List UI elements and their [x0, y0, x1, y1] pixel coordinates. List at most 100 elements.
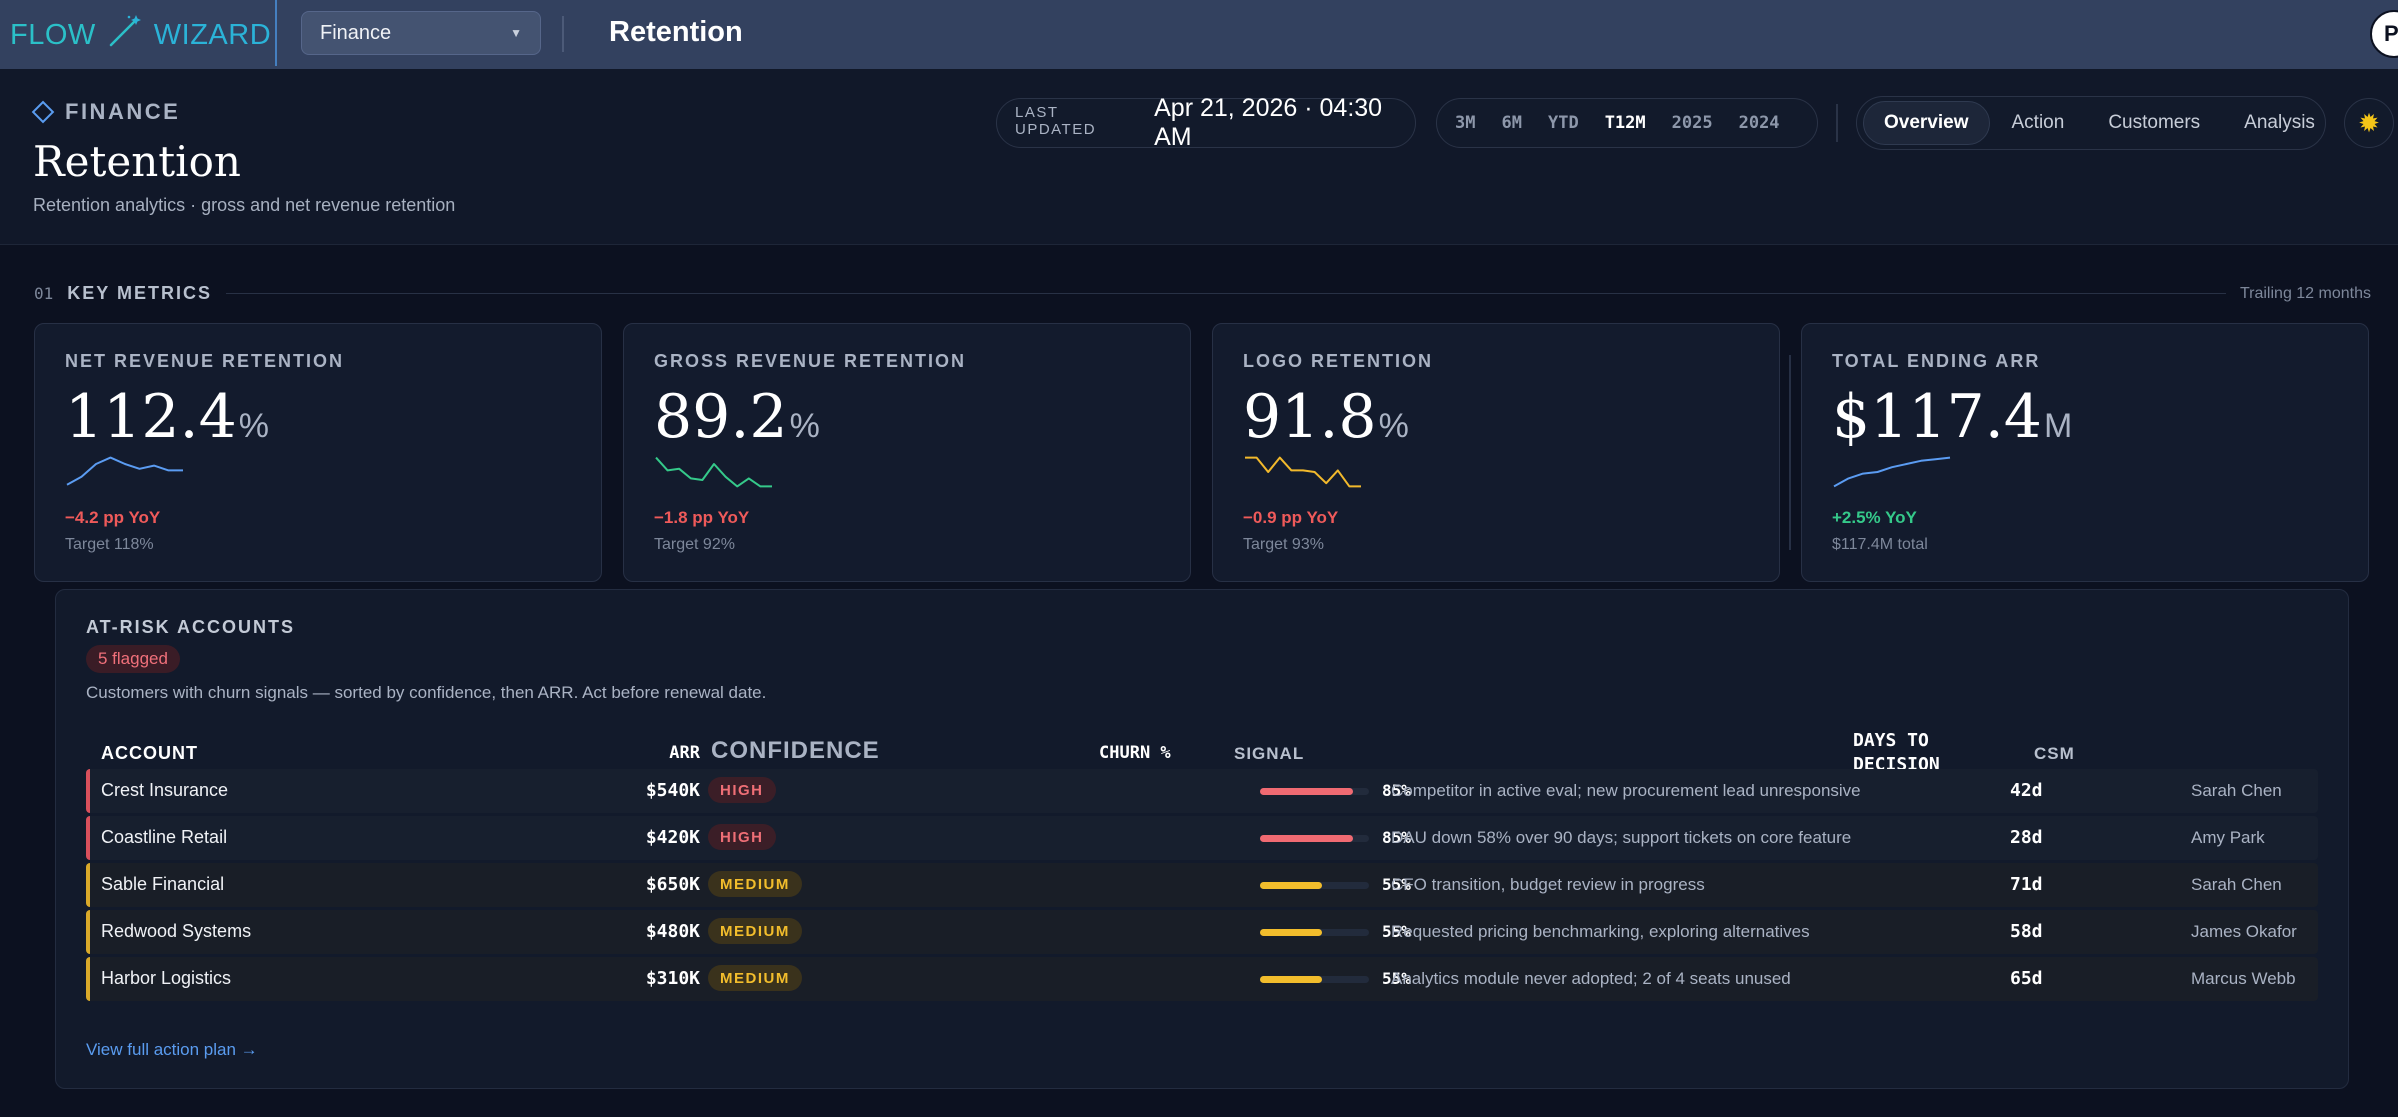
churn-bar-fill: [1260, 835, 1354, 842]
churn-percent: 55%: [1382, 922, 1411, 941]
last-updated-pill: LAST UPDATED Apr 21, 2026 · 04:30 AM: [996, 94, 1416, 151]
kpi-delta: −1.8 pp YoY: [654, 508, 750, 527]
table-row[interactable]: Redwood Systems $480K MEDIUM 55% Requested p…: [86, 910, 2318, 954]
signal-text: CFO transition, budget review in progres…: [1391, 875, 1705, 894]
kpi-card-grr[interactable]: GROSS REVENUE RETENTION 89.2% −1.8 pp Yo…: [623, 323, 1191, 582]
kpi-value: 89.2%: [654, 382, 820, 452]
kpi-unit: M: [2043, 407, 2073, 445]
column-header-churn[interactable]: CHURN %: [1099, 743, 1171, 763]
days-to-decision: 65d: [2010, 968, 2043, 989]
account-name[interactable]: Crest Insurance: [101, 780, 229, 800]
churn-percent: 85%: [1382, 828, 1411, 847]
csm-name: Amy Park: [2191, 828, 2265, 847]
days-to-decision: 42d: [2010, 780, 2043, 801]
confidence-badge: MEDIUM: [708, 965, 802, 991]
signal-text: Requested pricing benchmarking, explorin…: [1391, 922, 1810, 941]
theme-toggle-button[interactable]: ✹: [2344, 98, 2394, 148]
range-ytd[interactable]: YTD: [1547, 113, 1579, 133]
column-header-arr[interactable]: ARR: [669, 743, 700, 763]
kpi-card-total-arr[interactable]: TOTAL ENDING ARR $117.4M +2.5% YoY $117.…: [1801, 323, 2369, 582]
page-subtitle: Retention analytics · gross and net reve…: [33, 195, 456, 215]
diamond-icon: [31, 100, 55, 124]
breadcrumb[interactable]: FINANCE: [31, 99, 181, 125]
magic-wand-icon: [108, 14, 142, 56]
kpi-target: $117.4M total: [1832, 536, 1928, 553]
signal-text: Competitor in active eval; new procureme…: [1391, 781, 1861, 800]
churn-bar-fill: [1260, 788, 1354, 795]
kpi-target: Target 92%: [654, 536, 735, 553]
kpi-target: Target 93%: [1243, 536, 1324, 553]
csm-name: Sarah Chen: [2191, 781, 2282, 800]
panel-description: Customers with churn signals — sorted by…: [86, 683, 767, 702]
section-title: KEY METRICS: [67, 283, 212, 303]
column-header-confidence[interactable]: CONFIDENCE: [711, 737, 880, 764]
table-row[interactable]: Coastline Retail $420K HIGH 85% DAU down 58%…: [86, 816, 2318, 860]
sparkline-path: [1833, 456, 1951, 488]
kpi-label: TOTAL ENDING ARR: [1832, 351, 2041, 371]
churn-bar-fill: [1260, 882, 1323, 889]
tab-analysis[interactable]: Analysis: [2244, 112, 2315, 133]
range-6m[interactable]: 6M: [1501, 113, 1522, 133]
kpi-label: GROSS REVENUE RETENTION: [654, 351, 967, 371]
column-header-account[interactable]: ACCOUNT: [101, 743, 198, 763]
kpi-value: 112.4%: [65, 382, 269, 452]
range-2024[interactable]: 2024: [1738, 113, 1780, 133]
kpi-card-nrr[interactable]: NET REVENUE RETENTION 112.4% −4.2 pp YoY…: [34, 323, 602, 582]
tab-action[interactable]: Action: [2011, 112, 2065, 133]
arr-value: $310K: [645, 968, 700, 989]
divider: [1836, 104, 1838, 142]
csm-name: James Okafor: [2191, 922, 2297, 941]
churn-percent: 55%: [1382, 875, 1411, 894]
account-name[interactable]: Redwood Systems: [101, 921, 252, 941]
section-header: 01 KEY METRICS Trailing 12 months: [34, 283, 2371, 304]
table-row[interactable]: Harbor Logistics $310K MEDIUM 55% Analytics …: [86, 957, 2318, 1001]
divider: [562, 16, 564, 52]
divider: [1789, 355, 1791, 550]
churn-percent: 85%: [1382, 781, 1411, 800]
confidence-badge: MEDIUM: [708, 918, 802, 944]
section-rule: [225, 293, 2226, 294]
kpi-number: 89.2: [654, 382, 788, 452]
range-t12m[interactable]: T12M: [1604, 113, 1646, 133]
last-updated-value: Apr 21, 2026 · 04:30 AM: [1154, 94, 1383, 151]
tab-overview[interactable]: Overview: [1863, 101, 1990, 145]
logo-flow-text: FLOW: [10, 18, 96, 51]
confidence-badge: HIGH: [708, 777, 776, 803]
signal-text: Analytics module never adopted; 2 of 4 s…: [1391, 969, 1791, 988]
range-3m[interactable]: 3M: [1455, 113, 1476, 133]
days-to-decision: 28d: [2010, 827, 2043, 848]
kpi-number: 112.4: [65, 382, 237, 452]
kpi-number: 91.8: [1243, 382, 1377, 452]
breadcrumb-label: FINANCE: [65, 99, 181, 124]
sparkline-path: [655, 456, 772, 488]
avatar[interactable]: P: [2370, 10, 2398, 58]
column-header-signal[interactable]: SIGNAL: [1234, 744, 1305, 763]
top-bar: FLOW WIZARD Finance ▼ Retention P: [0, 0, 2398, 69]
view-action-plan-link[interactable]: View full action plan →: [86, 1040, 258, 1059]
churn-bar-fill: [1260, 929, 1323, 936]
workspace-select[interactable]: Finance ▼: [301, 11, 541, 55]
days-to-decision: 58d: [2010, 921, 2043, 942]
kpi-label: LOGO RETENTION: [1243, 351, 1433, 371]
account-name[interactable]: Harbor Logistics: [101, 968, 232, 988]
account-name[interactable]: Sable Financial: [101, 874, 225, 894]
range-2025[interactable]: 2025: [1671, 113, 1713, 133]
account-name[interactable]: Coastline Retail: [101, 827, 228, 847]
flagged-badge: 5 flagged: [86, 645, 180, 673]
csm-name: Marcus Webb: [2191, 969, 2296, 988]
tab-customers[interactable]: Customers: [2108, 112, 2201, 133]
app-logo[interactable]: FLOW WIZARD: [10, 14, 271, 56]
kpi-delta: −0.9 pp YoY: [1243, 508, 1339, 527]
kpi-unit: %: [789, 407, 820, 445]
kpi-card-logo-retention[interactable]: LOGO RETENTION 91.8% −0.9 pp YoY Target …: [1212, 323, 1780, 582]
sparkline: [655, 456, 772, 488]
churn-percent: 55%: [1382, 969, 1411, 988]
table-row[interactable]: Crest Insurance $540K HIGH 85% Competitor in…: [86, 769, 2318, 813]
panel-title: AT-RISK ACCOUNTS: [86, 617, 295, 637]
kpi-number: $117.4: [1832, 382, 2042, 452]
column-header-csm[interactable]: CSM: [2034, 744, 2075, 763]
table-row[interactable]: Sable Financial $650K MEDIUM 55% CFO transit…: [86, 863, 2318, 907]
logo-wizard-text: WIZARD: [153, 18, 272, 51]
confidence-badge: HIGH: [708, 824, 776, 850]
section-period: Trailing 12 months: [2239, 284, 2371, 302]
